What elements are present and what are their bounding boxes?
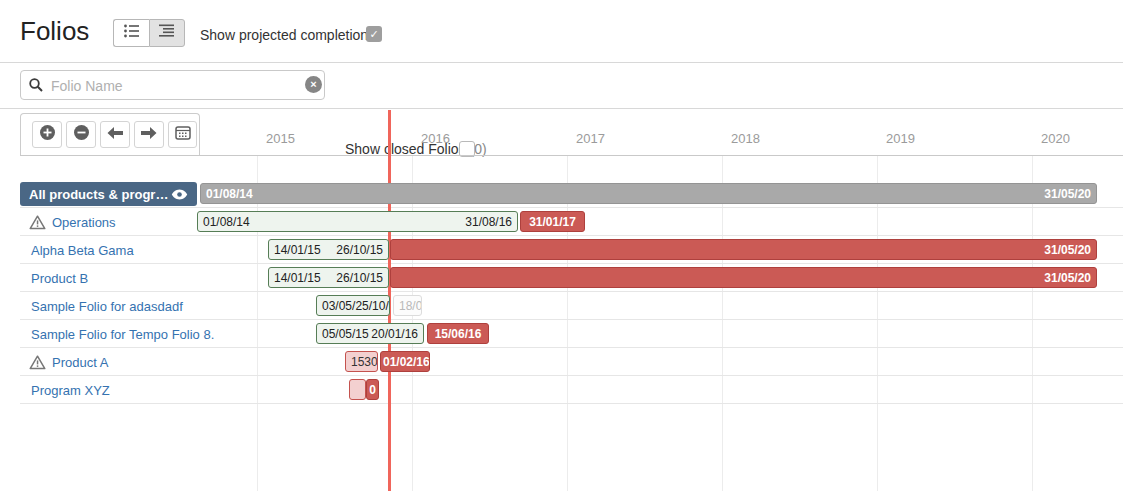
grouped-view-button[interactable] [149, 19, 185, 47]
bar-start-date: 03/05/ [317, 299, 355, 313]
gantt-bar-outline-green[interactable]: 01/08/14 31/08/16 [197, 211, 518, 232]
projected-completions-checkbox[interactable]: ✓ [366, 26, 382, 42]
group-row-label: All products & progr… [29, 187, 171, 202]
gantt-bar-solid-red[interactable]: 01/02/16 [380, 351, 430, 372]
bar-start-date: 01/08/14 [198, 215, 250, 229]
folio-row: Operations [29, 208, 116, 236]
list-view-button[interactable] [113, 19, 149, 47]
row-separator [20, 375, 1123, 376]
gantt-bar-outline-green[interactable]: 14/01/15 26/10/15 [268, 267, 389, 288]
bar-start-date: 05/05/15 [317, 327, 369, 341]
view-toggle-group [113, 19, 185, 47]
zoom-out-button[interactable] [66, 121, 96, 148]
row-separator [20, 403, 1123, 404]
bar-start-date: 14/01/15 [269, 243, 321, 257]
grouped-list-icon [158, 23, 176, 43]
gantt-bar-solid-red[interactable]: 15/06/16 [427, 323, 489, 344]
folio-link[interactable]: Operations [52, 215, 116, 230]
page-title: Folios [20, 16, 89, 47]
warning-icon [29, 215, 46, 230]
year-label: 2015 [266, 131, 295, 146]
projected-completions-label: Show projected completions [200, 27, 375, 43]
gantt-bar-outline-pink[interactable]: 1530 [345, 351, 378, 372]
row-separator [20, 263, 1123, 264]
folio-row: Product B [31, 264, 88, 292]
bar-start-date: 18/0 [394, 299, 422, 313]
arrow-right-icon [140, 126, 158, 144]
gantt-bar-outline-green[interactable]: 05/05/1520/01/16 [316, 323, 424, 344]
clear-search-icon[interactable]: × [305, 76, 322, 93]
bar-end-date: 31/05/20 [1044, 243, 1096, 257]
calendar-icon [175, 125, 191, 144]
folio-link[interactable]: Alpha Beta Gama [31, 243, 134, 258]
eye-icon[interactable] [171, 189, 188, 200]
folio-link[interactable]: Sample Folio for adasdadf [31, 299, 183, 314]
gantt-bar-solid-gray[interactable]: 01/08/14 31/05/20 [200, 183, 1097, 204]
search-box: × [20, 70, 325, 100]
list-icon [123, 23, 141, 43]
bar-date: 31/01/17 [527, 215, 578, 229]
bar-end-date: 20/01/16 [371, 327, 423, 341]
search-input[interactable] [49, 71, 293, 101]
bar-date: 0 [367, 383, 378, 397]
folio-link[interactable]: Sample Folio for Tempo Folio 8. [31, 327, 214, 342]
bar-end-date: 31/08/16 [465, 215, 517, 229]
gantt-bar-outline-green[interactable]: 03/05/25/10/ [316, 295, 390, 316]
year-label: 2017 [576, 131, 605, 146]
folio-row: Program XYZ [31, 376, 110, 404]
pan-left-button[interactable] [100, 121, 130, 148]
filter-bar: × Show closed Folios (0) [0, 62, 1123, 109]
gantt-bar-outline-pink[interactable] [349, 379, 366, 400]
bar-start-date: 14/01/15 [269, 271, 321, 285]
folios-timeline-app: Folios Show projected complet [0, 0, 1123, 491]
row-separator [20, 235, 1123, 236]
year-label: 2019 [886, 131, 915, 146]
search-icon [28, 77, 44, 97]
row-separator [20, 207, 1123, 208]
bar-end-date: 25/10/ [355, 299, 390, 313]
group-row-button[interactable]: All products & progr… [20, 182, 197, 206]
gantt-bar-solid-red[interactable]: 31/05/20 [390, 239, 1097, 260]
year-label: 2020 [1041, 131, 1070, 146]
folio-link[interactable]: Product B [31, 271, 88, 286]
bar-end-date: 31/05/20 [1044, 187, 1096, 201]
bar-start-date: 15 [346, 355, 364, 369]
gantt-bar-solid-red[interactable]: 31/01/17 [520, 211, 585, 232]
bar-date: 15/06/16 [433, 327, 484, 341]
folio-row: Alpha Beta Gama [31, 236, 134, 264]
folio-row: Sample Folio for adasdadf [31, 292, 183, 320]
gantt-bar-solid-red[interactable]: 31/05/20 [390, 267, 1097, 288]
row-separator [20, 291, 1123, 292]
folio-row: Sample Folio for Tempo Folio 8. [31, 320, 214, 348]
folio-link[interactable]: Program XYZ [31, 383, 110, 398]
zoom-out-icon [73, 124, 90, 145]
zoom-in-button[interactable] [32, 121, 62, 148]
gantt-bar-ghost[interactable]: 18/0 [393, 295, 422, 316]
arrow-left-icon [106, 126, 124, 144]
timeline-toolbar [20, 113, 200, 155]
gantt-bar-outline-green[interactable]: 14/01/15 26/10/15 [268, 239, 389, 260]
calendar-button[interactable] [168, 121, 197, 148]
folio-row: Product A [29, 348, 108, 376]
bar-end-date: 31/05/20 [1044, 271, 1096, 285]
bar-end-date: 26/10/15 [336, 243, 388, 257]
bar-end-date: 26/10/15 [336, 271, 388, 285]
gantt-bar-solid-red[interactable]: 0 [366, 379, 379, 400]
zoom-in-icon [39, 124, 56, 145]
pan-right-button[interactable] [134, 121, 164, 148]
folio-link[interactable]: Product A [52, 355, 108, 370]
bar-end-date: 30 [364, 355, 378, 369]
year-label: 2018 [731, 131, 760, 146]
timeline-header-border [20, 155, 1123, 156]
bar-start-date: 01/08/14 [201, 187, 253, 201]
warning-icon [29, 355, 46, 370]
year-label: 2016 [421, 131, 450, 146]
bar-date: 01/02/16 [381, 355, 430, 369]
